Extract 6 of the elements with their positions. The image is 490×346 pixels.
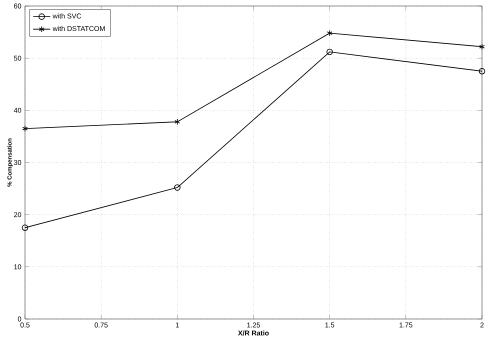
point (478, 68, 486, 74)
point (326, 30, 332, 36)
point (174, 118, 180, 126)
point (22, 224, 28, 231)
point (174, 184, 181, 191)
point (326, 48, 333, 56)
